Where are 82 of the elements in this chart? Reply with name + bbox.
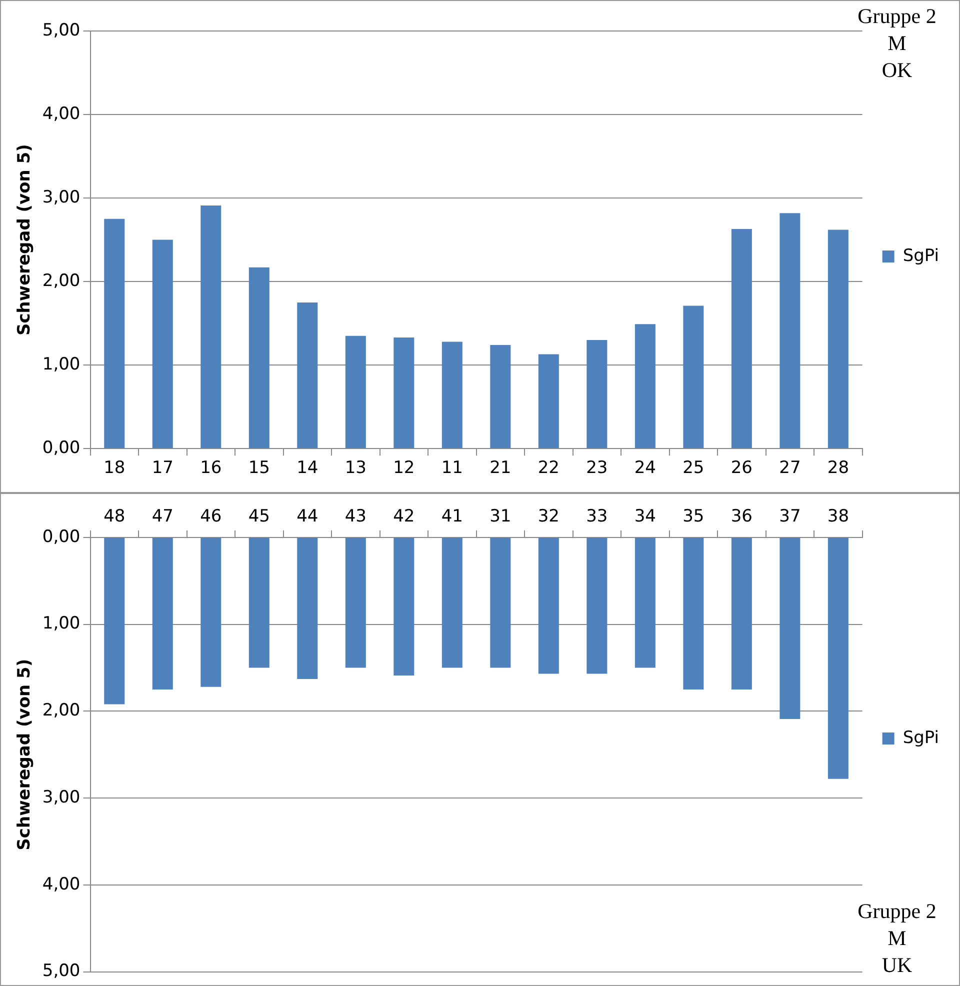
x-tick-label: 46 (200, 506, 222, 527)
y-tick-label: 5,00 (42, 961, 80, 982)
x-tick-label: 31 (490, 506, 512, 527)
bar (634, 538, 656, 668)
x-tick-label: 45 (248, 506, 270, 527)
y-tick-label: 3,00 (42, 787, 80, 808)
x-tick-label: 18 (104, 458, 126, 478)
bar (345, 336, 366, 448)
bar (828, 230, 848, 448)
bar (200, 538, 222, 687)
y-axis-title: Schweregad (von 5) (14, 144, 35, 336)
annotation: Gruppe 2 M OK (858, 4, 936, 82)
x-tick-label: 44 (296, 506, 318, 527)
bar (248, 267, 270, 448)
x-tick-label: 12 (393, 458, 415, 478)
x-tick-label: 27 (779, 458, 801, 478)
y-tick-label: 3,00 (42, 187, 80, 208)
x-tick-label: 25 (682, 458, 704, 478)
x-tick-label: 37 (779, 506, 801, 527)
bar (442, 342, 462, 448)
bar (200, 206, 222, 448)
bar (442, 538, 462, 668)
y-tick-label: 4,00 (42, 104, 80, 124)
y-tick-label: 1,00 (42, 354, 80, 374)
bar (104, 538, 125, 704)
x-tick-label: 21 (490, 458, 512, 478)
x-tick-label: 26 (730, 458, 752, 478)
y-tick-label: 1,00 (42, 614, 80, 634)
bar (538, 354, 559, 448)
bar (731, 538, 752, 690)
bar (586, 538, 608, 674)
bar (394, 338, 414, 448)
x-tick-label: 42 (393, 506, 415, 527)
y-axis-title: Schweregad (von 5) (14, 658, 35, 850)
x-tick-label: 24 (634, 458, 656, 478)
x-tick-label: 41 (441, 506, 463, 527)
bar (248, 538, 270, 668)
y-tick-label: 0,00 (42, 438, 80, 458)
bar (780, 213, 800, 448)
x-tick-label: 34 (634, 506, 656, 527)
x-tick-label: 16 (200, 458, 222, 478)
x-tick-label: 22 (538, 458, 560, 478)
bar (345, 538, 366, 668)
x-tick-label: 38 (827, 506, 850, 527)
bar (683, 538, 704, 690)
bar (297, 302, 318, 448)
x-tick-label: 11 (441, 458, 463, 478)
x-tick-label: 47 (152, 506, 174, 527)
x-tick-label: 28 (827, 458, 850, 478)
bar (152, 240, 173, 448)
bar (586, 340, 608, 448)
x-tick-label: 14 (296, 458, 318, 478)
x-tick-label: 33 (586, 506, 608, 527)
x-tick-label: 15 (248, 458, 270, 478)
bar (538, 538, 559, 674)
bar (490, 538, 511, 668)
bar (828, 538, 848, 779)
annotation: Gruppe 2 M UK (858, 899, 936, 978)
bar (104, 218, 125, 448)
bar (297, 538, 318, 680)
x-tick-label: 35 (682, 506, 704, 527)
x-tick-label: 48 (104, 506, 126, 527)
legend-label: SgPi (902, 728, 940, 748)
x-tick-label: 32 (538, 506, 560, 527)
y-tick-label: 2,00 (42, 270, 80, 291)
x-tick-label: 23 (586, 458, 608, 478)
y-tick-label: 5,00 (42, 20, 80, 40)
x-tick-label: 17 (152, 458, 174, 478)
bar (394, 538, 414, 676)
bar (780, 538, 800, 719)
bar (634, 324, 656, 448)
x-tick-label: 36 (730, 506, 752, 527)
legend-label: SgPi (902, 246, 940, 266)
x-tick-label: 43 (344, 506, 366, 527)
y-tick-label: 2,00 (42, 700, 80, 721)
bar (683, 306, 704, 448)
bar (490, 345, 511, 448)
x-tick-label: 13 (344, 458, 366, 478)
bar (731, 228, 752, 448)
bar (152, 538, 173, 690)
y-tick-label: 4,00 (42, 874, 80, 894)
y-tick-label: 0,00 (42, 526, 80, 547)
